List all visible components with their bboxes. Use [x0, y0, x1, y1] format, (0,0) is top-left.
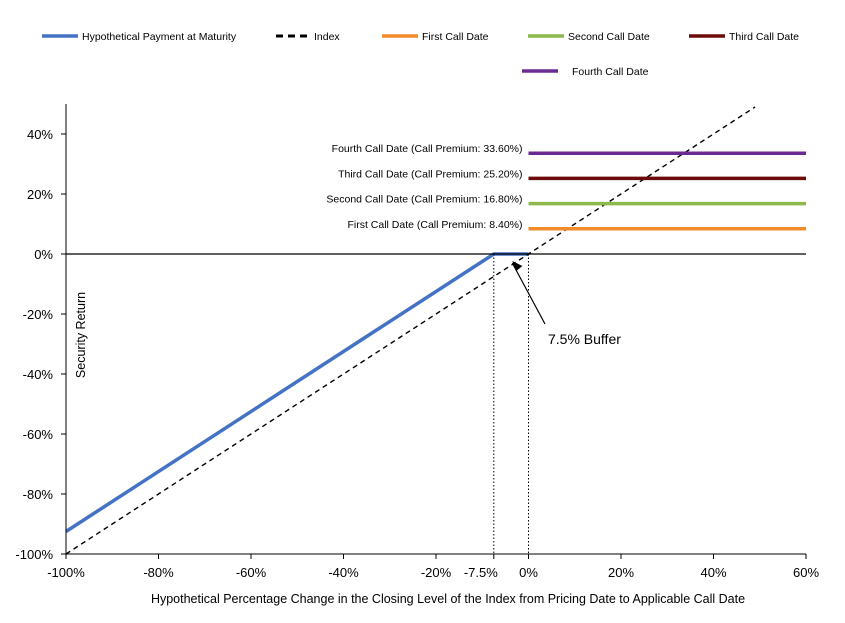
x-tick-label: -20% [421, 565, 452, 580]
x-tick-label: 60% [793, 565, 819, 580]
series-line-2 [65, 106, 756, 555]
legend-label: Fourth Call Date [572, 66, 649, 78]
buffer-label: 7.5% Buffer [548, 331, 621, 347]
legend: Hypothetical Payment at Maturity Index Fir… [42, 31, 799, 78]
x-tick-label: 20% [608, 565, 634, 580]
x-tick-label: -80% [143, 565, 174, 580]
y-axis-title: Security Return [74, 292, 88, 378]
x-tick-label: -40% [328, 565, 359, 580]
legend-item: Third Call Date [689, 31, 799, 43]
legend-label: Third Call Date [729, 31, 799, 43]
y-tick-label: -100% [15, 547, 53, 562]
call-premium-annotation: Fourth Call Date (Call Premium: 33.60%) [332, 143, 523, 155]
legend-label: First Call Date [422, 31, 489, 43]
y-tick-label: 40% [27, 127, 53, 142]
y-tick-label: -80% [23, 487, 54, 502]
legend-label: Hypothetical Payment at Maturity [82, 31, 237, 43]
legend-item: Fourth Call Date [522, 66, 649, 78]
buffer-arrowhead [512, 261, 523, 271]
legend-item: Index [276, 31, 340, 43]
axes: -100% -80% -60% -40% -20% 0% 20% 40% -100% -80% -6… [15, 104, 819, 580]
y-tick-label: -20% [23, 307, 54, 322]
buffer-arrow [511, 262, 546, 325]
y-tick-label: 0% [34, 247, 53, 262]
legend-item: Hypothetical Payment at Maturity [42, 31, 237, 43]
x-tick-label: -100% [47, 565, 85, 580]
x-tick-label: -7.5% [464, 565, 498, 580]
annotations: Fourth Call Date (Call Premium: 33.60%) T… [326, 143, 621, 347]
y-tick-label: -60% [23, 427, 54, 442]
call-premium-annotation: Second Call Date (Call Premium: 16.80%) [326, 194, 522, 206]
series-line-1 [65, 252, 529, 533]
call-premium-annotation: Third Call Date (Call Premium: 25.20%) [338, 168, 522, 180]
call-premium-annotation: First Call Date (Call Premium: 8.40%) [347, 219, 522, 231]
y-tick-label: -40% [23, 367, 54, 382]
legend-label: Index [314, 31, 340, 43]
x-tick-label: -60% [236, 565, 267, 580]
x-axis-title: Hypothetical Percentage Change in the Cl… [151, 592, 745, 606]
y-tick-label: 20% [27, 187, 53, 202]
x-tick-label: 0% [519, 565, 538, 580]
legend-item: First Call Date [382, 31, 489, 43]
legend-item: Second Call Date [528, 31, 650, 43]
legend-label: Second Call Date [568, 31, 650, 43]
x-tick-label: 40% [700, 565, 726, 580]
